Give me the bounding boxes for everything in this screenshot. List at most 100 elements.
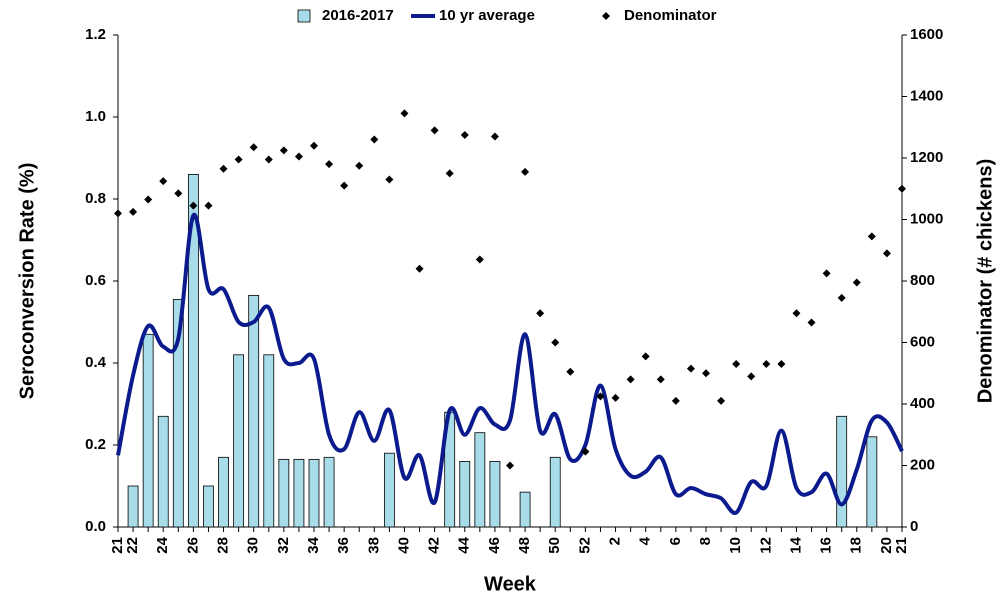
y2-tick-label: 1200: [910, 149, 943, 166]
bar: [233, 354, 245, 528]
y-tick-label: 1.2: [85, 26, 106, 43]
marker: [310, 141, 318, 150]
bar: [172, 299, 184, 528]
bar: [459, 460, 471, 528]
marker: [626, 375, 635, 384]
x-tick-label: 28: [215, 537, 232, 554]
marker: [852, 278, 861, 287]
x-tick-label: 34: [305, 536, 322, 553]
bar: [383, 452, 395, 528]
marker: [219, 164, 228, 173]
x-tick-label: 38: [365, 537, 382, 554]
marker: [822, 269, 831, 278]
marker: [762, 360, 771, 369]
bar: [203, 485, 214, 528]
bar: [157, 415, 169, 528]
x-tick-label: 44: [456, 536, 473, 553]
bar: [263, 354, 275, 528]
marker: [114, 209, 122, 218]
marker: [867, 232, 876, 241]
marker: [671, 396, 680, 405]
bar: [323, 456, 335, 528]
line: [116, 213, 904, 515]
x-tick-label: 24: [154, 536, 171, 553]
y2-tick-label: 1400: [910, 87, 943, 104]
marker: [747, 372, 756, 381]
bar: [187, 173, 199, 528]
marker: [475, 255, 484, 264]
legend-label: 2016-2017: [322, 7, 394, 24]
x-tick-label: 22: [124, 537, 141, 554]
x-tick-label: 10: [727, 537, 744, 554]
marker: [129, 207, 138, 216]
x-tick-label: 30: [245, 537, 262, 554]
y-axis-title: Seroconversion Rate (%): [16, 163, 38, 400]
marker: [702, 369, 710, 378]
bar: [836, 415, 848, 528]
y-tick-label: 1.0: [85, 108, 106, 125]
bar: [519, 491, 531, 528]
marker: [325, 160, 334, 169]
x-tick-label: 42: [426, 537, 443, 554]
marker: [536, 309, 545, 318]
marker: [882, 249, 891, 258]
y2-tick-label: 600: [910, 333, 935, 350]
legend-swatch: [297, 9, 311, 23]
marker: [279, 146, 288, 155]
x-tick-label: 6: [667, 537, 684, 545]
marker: [294, 152, 303, 161]
marker: [159, 177, 168, 186]
bar: [278, 458, 290, 528]
x-axis-title: Week: [484, 573, 537, 595]
marker: [430, 126, 439, 135]
marker: [506, 461, 514, 470]
marker: [611, 393, 620, 402]
marker: [189, 201, 198, 210]
marker: [144, 195, 153, 204]
x-tick-label: 18: [848, 537, 865, 554]
y2-tick-label: 400: [910, 395, 935, 412]
bar: [248, 294, 260, 528]
marker: [777, 360, 786, 369]
bar: [489, 460, 501, 528]
x-tick-label: 8: [697, 537, 714, 545]
y2-tick-label: 200: [910, 456, 935, 473]
y2-axis-title: Denominator (# chickens): [974, 159, 996, 404]
marker: [521, 167, 530, 176]
marker: [204, 201, 213, 210]
marker: [898, 184, 906, 193]
legend-label: Denominator: [624, 7, 717, 24]
marker: [717, 396, 726, 405]
marker: [249, 143, 258, 152]
bar: [293, 458, 305, 528]
bar: [474, 432, 486, 528]
marker: [460, 130, 469, 139]
marker: [174, 189, 183, 198]
bar: [218, 456, 229, 528]
y2-tick-label: 0: [910, 518, 918, 535]
marker: [340, 181, 349, 190]
x-tick-label: 21: [893, 537, 910, 554]
marker: [551, 338, 560, 347]
x-tick-label: 12: [757, 537, 774, 554]
x-tick-label: 16: [818, 537, 835, 554]
x-tick-label: 4: [637, 536, 654, 545]
marker: [445, 169, 454, 178]
bar: [308, 458, 320, 528]
y-tick-label: 0.2: [85, 436, 106, 453]
marker: [686, 364, 695, 373]
x-tick-label: 21: [109, 537, 126, 554]
x-tick-label: 48: [516, 537, 533, 554]
x-tick-label: 50: [546, 537, 563, 554]
marker: [596, 392, 605, 401]
marker: [792, 309, 801, 318]
y-tick-label: 0.8: [85, 190, 106, 207]
x-tick-label: 2: [607, 537, 624, 545]
x-tick-label: 52: [576, 537, 593, 554]
y2-tick-label: 1000: [910, 210, 943, 227]
x-tick-label: 40: [395, 537, 412, 554]
bar: [866, 436, 878, 528]
legend-label: 10 yr average: [439, 7, 535, 24]
x-tick-label: 46: [486, 537, 503, 554]
